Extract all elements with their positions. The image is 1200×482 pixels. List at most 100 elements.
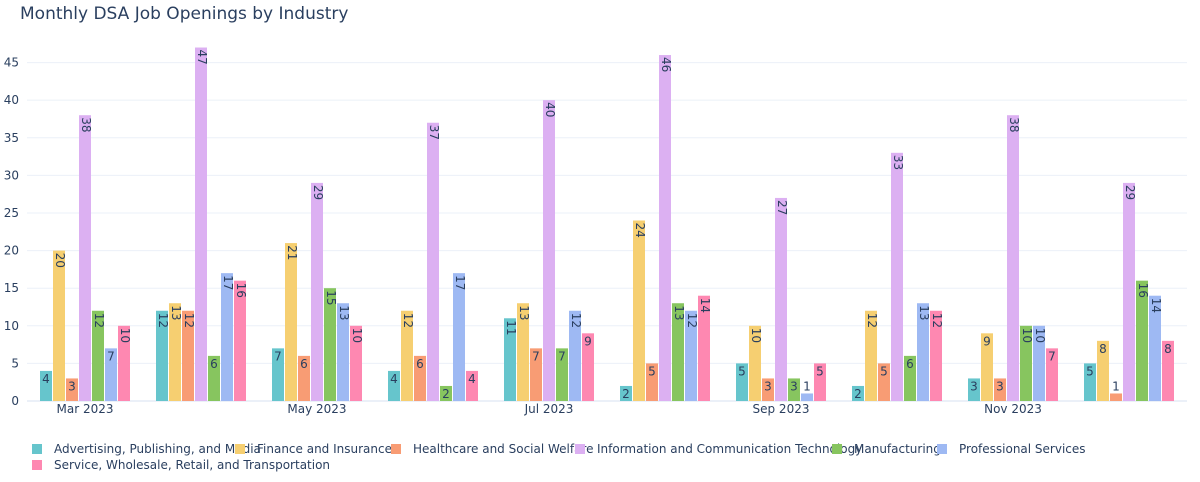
legend-swatch xyxy=(937,444,947,454)
bar xyxy=(788,378,800,401)
bar xyxy=(891,152,903,401)
bar xyxy=(620,385,632,401)
bar-value-label: 12 xyxy=(182,313,196,328)
bar xyxy=(801,393,813,401)
bar-value-label: 12 xyxy=(569,313,583,328)
bar-value-label: 6 xyxy=(906,357,914,371)
legend-swatch xyxy=(832,444,842,454)
y-tick-label: 30 xyxy=(4,168,19,182)
bar xyxy=(466,370,478,401)
bar xyxy=(878,363,890,401)
bar-value-label: 24 xyxy=(633,223,647,238)
bar xyxy=(517,303,529,401)
bar xyxy=(453,273,465,401)
legend-item[interactable]: Service, Wholesale, Retail, and Transpor… xyxy=(32,458,330,472)
bar-value-label: 4 xyxy=(468,372,476,386)
bar xyxy=(311,182,323,401)
legend-swatch xyxy=(32,444,42,454)
legend-swatch xyxy=(391,444,401,454)
legend-item[interactable]: Manufacturing xyxy=(832,442,941,456)
bar xyxy=(865,310,877,401)
legend-item[interactable]: Finance and Insurance xyxy=(235,442,392,456)
bar-value-label: 8 xyxy=(1099,342,1107,356)
bar xyxy=(981,333,993,401)
bar-value-label: 14 xyxy=(1149,298,1163,313)
y-tick-label: 15 xyxy=(4,281,19,295)
bar-value-label: 10 xyxy=(1020,328,1034,343)
bar xyxy=(350,325,362,401)
legend: Advertising, Publishing, and MediaFinanc… xyxy=(32,442,1086,472)
bar-value-label: 3 xyxy=(790,379,798,393)
bar-value-label: 5 xyxy=(880,364,888,378)
bar-value-label: 7 xyxy=(274,349,282,363)
bar xyxy=(337,303,349,401)
bar-value-label: 7 xyxy=(1048,349,1056,363)
y-tick-label: 10 xyxy=(4,319,19,333)
bar-value-label: 1 xyxy=(1112,379,1120,393)
bar xyxy=(994,378,1006,401)
bar xyxy=(1136,280,1148,401)
bar-value-label: 5 xyxy=(1086,364,1094,378)
bar-value-label: 12 xyxy=(685,313,699,328)
bar-value-label: 16 xyxy=(234,283,248,298)
gridlines xyxy=(27,62,1187,402)
bar-value-label: 17 xyxy=(221,275,235,290)
bar xyxy=(401,310,413,401)
bar-value-label: 5 xyxy=(816,364,824,378)
bar xyxy=(1007,115,1019,401)
bar xyxy=(53,250,65,401)
bar-value-label: 29 xyxy=(1123,185,1137,200)
bar xyxy=(169,303,181,401)
bar-value-label: 17 xyxy=(453,275,467,290)
legend-item[interactable]: Healthcare and Social Welfare xyxy=(391,442,594,456)
legend-item[interactable]: Advertising, Publishing, and Media xyxy=(32,442,261,456)
y-tick-label: 45 xyxy=(4,56,19,70)
bar xyxy=(234,280,246,401)
bar xyxy=(1046,348,1058,401)
bar xyxy=(968,378,980,401)
bar-value-label: 6 xyxy=(416,357,424,371)
bar-value-label: 3 xyxy=(68,379,76,393)
bar xyxy=(775,197,787,401)
bar xyxy=(66,378,78,401)
bar-value-label: 2 xyxy=(622,387,630,401)
bar-value-label: 4 xyxy=(42,372,50,386)
bar-value-label: 7 xyxy=(107,349,115,363)
bar xyxy=(530,348,542,401)
legend-item[interactable]: Professional Services xyxy=(937,442,1086,456)
bar xyxy=(40,370,52,401)
bar xyxy=(762,378,774,401)
legend-swatch xyxy=(32,460,42,470)
bar xyxy=(698,295,710,401)
bar-value-label: 7 xyxy=(532,349,540,363)
bar-value-label: 33 xyxy=(891,155,905,170)
bar xyxy=(736,363,748,401)
bar xyxy=(414,355,426,401)
bar xyxy=(440,385,452,401)
bar-value-label: 13 xyxy=(672,305,686,320)
bar-value-label: 2 xyxy=(854,387,862,401)
bar-value-label: 9 xyxy=(584,334,592,348)
bar-value-label: 1 xyxy=(803,379,811,393)
bar xyxy=(749,325,761,401)
bar-value-label: 2 xyxy=(442,387,450,401)
bar-value-label: 8 xyxy=(1164,342,1172,356)
bar xyxy=(582,333,594,401)
bar xyxy=(1149,295,1161,401)
bar-value-label: 40 xyxy=(543,102,557,117)
y-axis: 0 5 10 15 20 25 30 35 40 45 xyxy=(4,56,19,408)
bar-value-label: 47 xyxy=(195,50,209,65)
bar-value-label: 10 xyxy=(350,328,364,343)
bar xyxy=(182,310,194,401)
bar xyxy=(904,355,916,401)
legend-item[interactable]: Information and Communication Technology xyxy=(575,442,862,456)
bar xyxy=(1110,393,1122,401)
bar-value-label: 9 xyxy=(983,334,991,348)
bar-value-label: 7 xyxy=(558,349,566,363)
legend-swatch xyxy=(575,444,585,454)
bar-value-label: 10 xyxy=(749,328,763,343)
y-tick-label: 40 xyxy=(4,93,19,107)
bar-value-label: 12 xyxy=(92,313,106,328)
x-axis: Mar 2023 May 2023 Jul 2023 Sep 2023 Nov 2023 xyxy=(57,402,1042,416)
bar xyxy=(917,303,929,401)
